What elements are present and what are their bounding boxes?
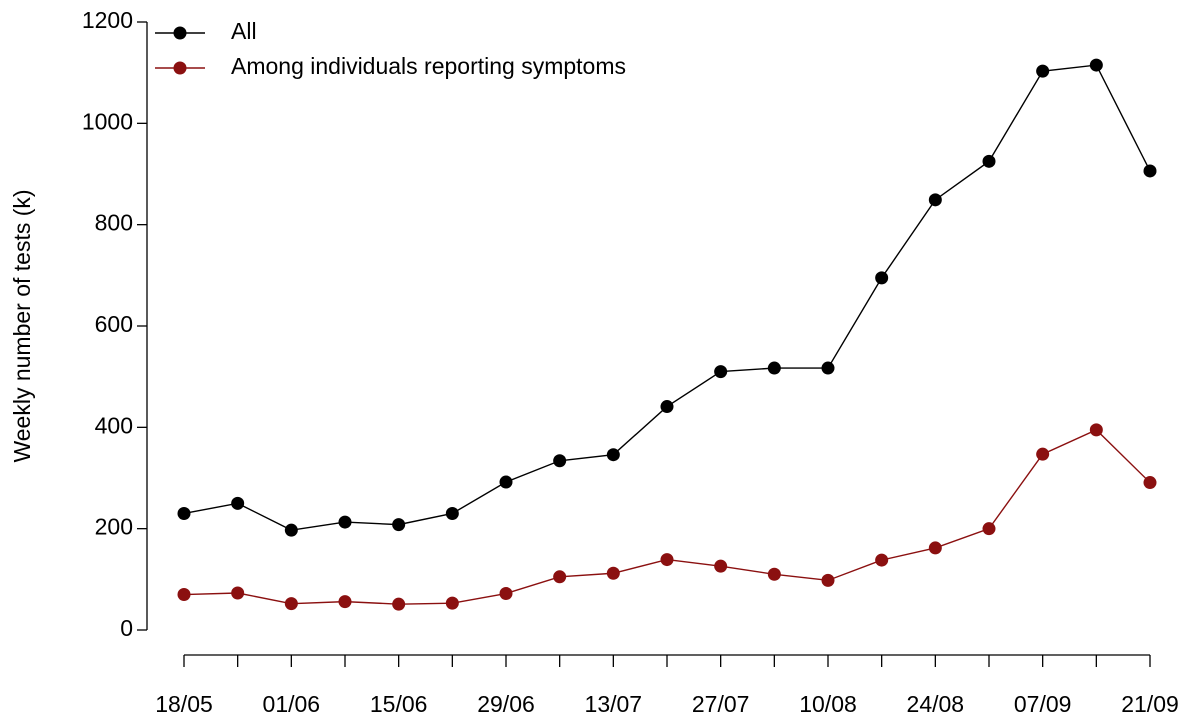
data-point <box>231 496 245 510</box>
data-point <box>660 553 674 567</box>
series-line <box>183 64 1151 531</box>
data-point <box>606 566 620 580</box>
legend-marker <box>173 26 187 40</box>
data-point <box>982 522 996 536</box>
x-tick-label: 27/07 <box>692 691 750 717</box>
data-point <box>767 361 781 375</box>
data-point <box>177 506 191 520</box>
y-tick-label: 1200 <box>82 7 133 33</box>
x-tick-label: 18/05 <box>155 691 213 717</box>
series-line <box>183 429 1151 605</box>
data-point <box>714 365 728 379</box>
y-tick-label: 800 <box>95 210 133 236</box>
data-point <box>499 475 513 489</box>
data-point <box>875 271 889 285</box>
data-point <box>284 597 298 611</box>
data-point <box>177 588 191 602</box>
data-point <box>821 361 835 375</box>
y-axis-label: Weekly number of tests (k) <box>9 189 35 462</box>
x-tick-label: 13/07 <box>585 691 643 717</box>
data-point <box>553 454 567 468</box>
data-point <box>338 515 352 529</box>
legend-label: Among individuals reporting symptoms <box>231 53 626 79</box>
y-tick-label: 1000 <box>82 108 133 134</box>
data-point <box>445 596 459 610</box>
data-point <box>231 586 245 600</box>
x-tick-label: 07/09 <box>1014 691 1072 717</box>
x-tick-label: 10/08 <box>799 691 857 717</box>
data-point <box>767 567 781 581</box>
data-point <box>445 506 459 520</box>
x-tick-label: 21/09 <box>1121 691 1179 717</box>
data-point <box>928 193 942 207</box>
data-point <box>1089 58 1103 72</box>
data-point <box>606 448 620 462</box>
x-tick-label: 15/06 <box>370 691 428 717</box>
data-point <box>1036 447 1050 461</box>
y-tick-label: 200 <box>95 514 133 540</box>
legend-marker <box>173 61 187 75</box>
data-point <box>1143 164 1157 178</box>
x-tick-label: 24/08 <box>907 691 965 717</box>
x-tick-label: 01/06 <box>263 691 321 717</box>
data-point <box>1089 423 1103 437</box>
data-point <box>392 518 406 532</box>
data-point <box>982 154 996 168</box>
x-tick-label: 29/06 <box>477 691 535 717</box>
data-point <box>338 595 352 609</box>
data-point <box>284 523 298 537</box>
y-tick-label: 400 <box>95 412 133 438</box>
data-point <box>1036 64 1050 78</box>
data-point <box>499 587 513 601</box>
data-point <box>660 400 674 414</box>
data-point <box>392 597 406 611</box>
y-tick-label: 600 <box>95 311 133 337</box>
legend-label: All <box>231 18 257 44</box>
data-point <box>714 559 728 573</box>
data-point <box>875 553 889 567</box>
data-point <box>1143 476 1157 490</box>
data-point <box>553 570 567 584</box>
data-point <box>821 573 835 587</box>
y-tick-label: 0 <box>120 615 133 641</box>
data-point <box>928 541 942 555</box>
